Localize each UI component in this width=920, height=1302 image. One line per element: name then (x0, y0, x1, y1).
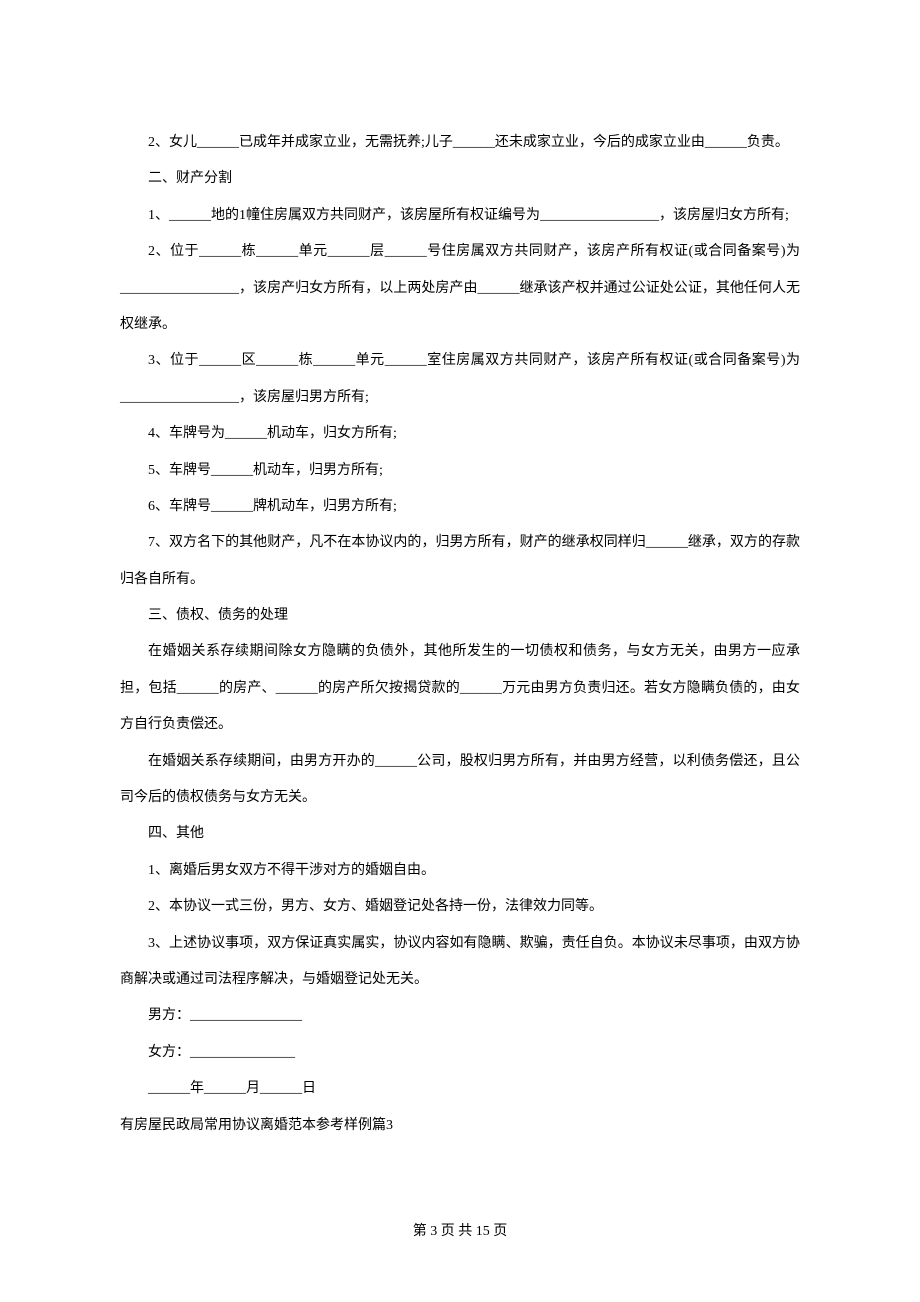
signature-male: 男方：________________ (120, 998, 800, 1034)
page-footer: 第 3 页 共 15 页 (0, 1220, 920, 1240)
paragraph-child-support: 2、女儿______已成年并成家立业，无需抚养;儿子______还未成家立业，今… (120, 125, 800, 161)
heading-property-division: 二、财产分割 (120, 161, 800, 197)
paragraph-disclaimer: 3、上述协议事项，双方保证真实属实，协议内容如有隐瞒、欺骗，责任自负。本协议未尽… (120, 926, 800, 999)
section-title: 有房屋民政局常用协议离婚范本参考样例篇3 (120, 1108, 800, 1144)
paragraph-property-3: 3、位于______区______栋______单元______室住房属双方共同… (120, 343, 800, 416)
paragraph-vehicle-1: 4、车牌号为______机动车，归女方所有; (120, 416, 800, 452)
paragraph-vehicle-2: 5、车牌号______机动车，归男方所有; (120, 453, 800, 489)
paragraph-property-1: 1、______地的1幢住房属双方共同财产，该房屋所有权证编号为________… (120, 198, 800, 234)
signature-date: ______年______月______日 (120, 1071, 800, 1107)
heading-debt: 三、债权、债务的处理 (120, 598, 800, 634)
paragraph-property-2: 2、位于______栋______单元______层______号住房属双方共同… (120, 234, 800, 343)
paragraph-company: 在婚姻关系存续期间，由男方开办的______公司，股权归男方所有，并由男方经营，… (120, 744, 800, 817)
heading-other: 四、其他 (120, 816, 800, 852)
signature-female: 女方：_______________ (120, 1035, 800, 1071)
paragraph-marriage-freedom: 1、离婚后男女双方不得干涉对方的婚姻自由。 (120, 853, 800, 889)
paragraph-vehicle-3: 6、车牌号______牌机动车，归男方所有; (120, 489, 800, 525)
paragraph-debt-handling: 在婚姻关系存续期间除女方隐瞒的负债外，其他所发生的一切债权和债务，与女方无关，由… (120, 634, 800, 743)
paragraph-copies: 2、本协议一式三份，男方、女方、婚姻登记处各持一份，法律效力同等。 (120, 889, 800, 925)
paragraph-other-property: 7、双方名下的其他财产，凡不在本协议内的，归男方所有，财产的继承权同样归____… (120, 525, 800, 598)
